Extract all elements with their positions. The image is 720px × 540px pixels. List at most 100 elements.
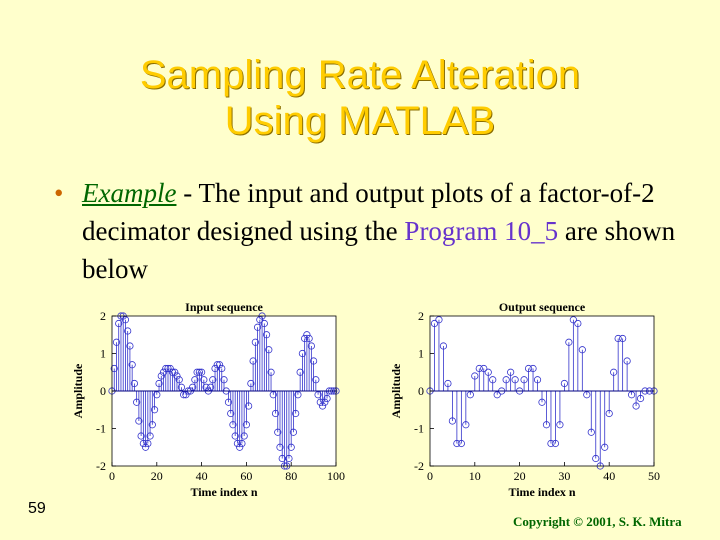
x-tick-label: 20 (151, 469, 163, 483)
stem-marker (285, 454, 293, 463)
stem-marker (578, 346, 586, 354)
stem-marker (502, 376, 510, 384)
stem-marker (159, 368, 168, 376)
stem-marker (533, 376, 542, 384)
y-tick-label: 2 (100, 309, 106, 323)
y-tick-label: -2 (414, 459, 424, 473)
stem-marker (583, 391, 591, 399)
stem-marker (189, 383, 197, 391)
slide-number: 59 (28, 500, 46, 517)
stem-marker (296, 368, 304, 376)
y-tick-label: 1 (100, 347, 106, 361)
stem-marker (475, 364, 483, 373)
stem-marker (247, 379, 255, 388)
title-line-2: Using MATLAB (224, 99, 496, 143)
stem-marker (215, 361, 224, 369)
stem-marker (220, 376, 228, 384)
stem-marker (453, 439, 461, 448)
y-tick-label: 1 (418, 347, 424, 361)
stem-marker (435, 316, 443, 324)
stem-marker (171, 368, 179, 376)
stem-marker (316, 398, 324, 406)
stem-marker (198, 368, 206, 376)
stem-marker (265, 346, 273, 354)
stem-marker (142, 443, 150, 451)
example-label: Example (82, 178, 177, 208)
bullet-dot-icon: • (54, 178, 64, 208)
chart-title: Input sequence (185, 300, 263, 314)
stem-marker (493, 391, 501, 399)
stem-marker (224, 398, 233, 406)
stem-marker (610, 368, 618, 376)
stem-marker (173, 372, 181, 380)
stem-marker (133, 398, 141, 406)
copyright-notice: Copyright © 2001, S. K. Mitra (513, 514, 682, 529)
stem-marker (144, 439, 152, 448)
chart-title: Output sequence (499, 300, 586, 314)
x-tick-label: 40 (603, 469, 615, 483)
stem-marker (157, 372, 165, 380)
stem-marker (236, 443, 244, 451)
x-tick-label: 60 (240, 469, 252, 483)
stem-marker (520, 376, 528, 384)
stem-marker (242, 421, 250, 429)
y-axis-label: Amplitude (389, 363, 403, 418)
y-axis-label: Amplitude (71, 363, 85, 418)
stem-marker (307, 342, 315, 350)
stem-marker (287, 443, 295, 451)
stem-marker (430, 319, 439, 328)
stem-marker (209, 376, 217, 384)
stem-marker (294, 391, 302, 399)
stem-marker (524, 364, 533, 373)
stem-marker (256, 316, 264, 324)
stem-marker (150, 406, 159, 414)
stem-marker (233, 439, 242, 448)
x-tick-label: 0 (427, 469, 433, 483)
input-sequence-chart: 0 20 40 60 80 100 -2 -1 0 1 2 Input sequence Time in… (71, 300, 345, 499)
stem-marker (551, 439, 560, 448)
stem-marker (121, 316, 130, 324)
stem-marker (229, 421, 237, 429)
x-tick-label: 100 (327, 469, 345, 483)
stem-marker (636, 394, 645, 403)
stem-marker (303, 331, 311, 339)
y-tick-label: 0 (100, 384, 106, 398)
stem-marker (484, 368, 492, 376)
bullet-text-tail: are shown below (82, 216, 676, 284)
stem-marker (180, 391, 188, 399)
stem-marker (466, 391, 474, 399)
stem-marker (312, 376, 320, 384)
stem-marker (511, 376, 519, 384)
stem-marker (126, 342, 134, 350)
stem-marker (556, 421, 564, 429)
bullet-point: • Example - The input and output plots o… (54, 174, 694, 288)
stem-marker (619, 334, 627, 343)
stem-marker (565, 338, 573, 346)
stem-marker (130, 379, 139, 388)
stem-marker (206, 383, 215, 391)
stem-marker (137, 432, 145, 440)
stem-marker (175, 376, 183, 384)
bullet-text: Example - The input and output plots of … (82, 174, 694, 288)
stem-marker (480, 364, 488, 373)
stem-marker (628, 391, 636, 399)
y-tick-label: 2 (418, 309, 424, 323)
stem-marker (560, 379, 568, 388)
stem-marker (139, 439, 147, 448)
stem-marker (182, 391, 190, 399)
stem-marker (193, 368, 201, 376)
stem-marker (213, 361, 221, 369)
stem-marker (240, 432, 248, 440)
stem-marker (489, 376, 497, 384)
x-tick-label: 20 (514, 469, 526, 483)
stem-marker (245, 402, 253, 410)
stem-marker (227, 409, 235, 418)
stem-marker (632, 402, 640, 410)
stem-marker (457, 439, 465, 448)
stem-marker (115, 319, 123, 328)
x-tick-label: 80 (285, 469, 297, 483)
stem-marker (162, 364, 170, 373)
stem-marker (542, 421, 551, 429)
stem-marker (153, 391, 161, 399)
stem-marker (439, 342, 448, 350)
